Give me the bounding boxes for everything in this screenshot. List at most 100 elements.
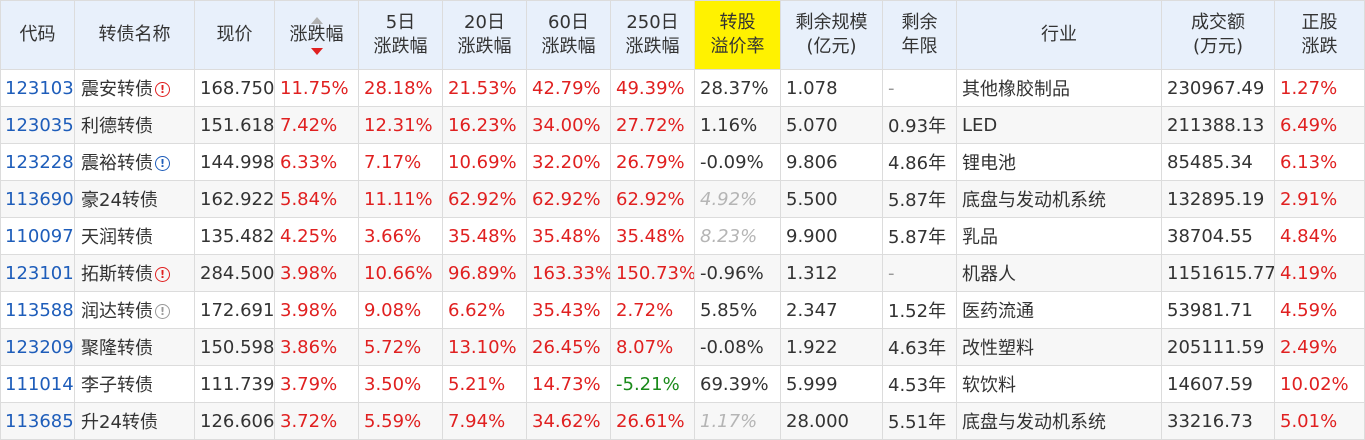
bond-code-link[interactable]: 110097: [0, 217, 75, 255]
premium-cell: 5.85%: [694, 291, 781, 329]
chg60-cell: 32.20%: [526, 143, 611, 181]
industry-cell: 锂电池: [956, 143, 1162, 181]
bond-name[interactable]: 震裕转债!: [74, 143, 195, 181]
header-chg20[interactable]: 20日 涨跌幅: [442, 0, 527, 70]
bond-name-text: 聚隆转债: [81, 338, 153, 359]
table-row[interactable]: 113685 升24转债 126.606 3.72% 5.59% 7.94% 34.62% 2…: [0, 402, 1365, 440]
sort-desc-icon: [310, 48, 323, 55]
chg5-cell: 3.66%: [358, 217, 443, 255]
bond-name[interactable]: 利德转债: [74, 106, 195, 144]
bond-code-link[interactable]: 123209: [0, 328, 75, 366]
table-row[interactable]: 111014 李子转债 111.739 3.79% 3.50% 5.21% 14.73% -5…: [0, 365, 1365, 403]
chg5-cell: 3.50%: [358, 365, 443, 403]
table-row[interactable]: 110097 天润转债 135.482 4.25% 3.66% 35.48% 35.48% 3…: [0, 217, 1365, 255]
header-name[interactable]: 转债名称: [74, 0, 195, 70]
turnover-cell: 85485.34: [1161, 143, 1275, 181]
sort-indicator: 涨跌幅: [279, 17, 354, 55]
header-stock-change[interactable]: 正股 涨跌: [1274, 0, 1365, 70]
table-row[interactable]: 123101 拓斯转债! 284.500 3.98% 10.66% 96.89% 163.3…: [0, 254, 1365, 292]
remain-years-cell: 4.53年: [882, 365, 957, 403]
turnover-cell: 211388.13: [1161, 106, 1275, 144]
remain-years-cell: 5.87年: [882, 180, 957, 218]
bond-name[interactable]: 润达转债!: [74, 291, 195, 329]
price-cell: 135.482: [194, 217, 275, 255]
info-alert-icon[interactable]: !: [155, 267, 170, 282]
header-industry[interactable]: 行业: [956, 0, 1162, 70]
info-alert-icon[interactable]: !: [155, 82, 170, 97]
table-row[interactable]: 113690 豪24转债 162.922 5.84% 11.11% 62.92% 62.92…: [0, 180, 1365, 218]
chg20-cell: 96.89%: [442, 254, 527, 292]
chg5-cell: 10.66%: [358, 254, 443, 292]
bond-code-link[interactable]: 123103: [0, 69, 75, 107]
bond-name[interactable]: 天润转债: [74, 217, 195, 255]
change-cell: 3.86%: [274, 328, 359, 366]
bond-name[interactable]: 豪24转债: [74, 180, 195, 218]
remain-scale-cell: 28.000: [780, 402, 883, 440]
bond-name-text: 豪24转债: [81, 190, 158, 211]
table-row[interactable]: 123228 震裕转债! 144.998 6.33% 7.17% 10.69% 32.20%…: [0, 143, 1365, 181]
bond-name[interactable]: 拓斯转债!: [74, 254, 195, 292]
bond-code-link[interactable]: 113588: [0, 291, 75, 329]
header-chg5[interactable]: 5日 涨跌幅: [358, 0, 443, 70]
header-change[interactable]: 涨跌幅: [274, 0, 359, 70]
header-premium[interactable]: 转股 溢价率: [694, 0, 781, 70]
chg60-cell: 26.45%: [526, 328, 611, 366]
bond-name[interactable]: 聚隆转债: [74, 328, 195, 366]
premium-cell: 1.16%: [694, 106, 781, 144]
bond-name[interactable]: 震安转债!: [74, 69, 195, 107]
table-row[interactable]: 123035 利德转债 151.618 7.42% 12.31% 16.23% 34.00%…: [0, 106, 1365, 144]
bond-name[interactable]: 升24转债: [74, 402, 195, 440]
chg60-cell: 62.92%: [526, 180, 611, 218]
price-cell: 144.998: [194, 143, 275, 181]
premium-cell: -0.96%: [694, 254, 781, 292]
remain-years-cell: 4.63年: [882, 328, 957, 366]
remain-scale-cell: 9.900: [780, 217, 883, 255]
header-turnover[interactable]: 成交额 (万元): [1161, 0, 1275, 70]
bond-code-link[interactable]: 123101: [0, 254, 75, 292]
chg60-cell: 34.00%: [526, 106, 611, 144]
premium-cell: -0.09%: [694, 143, 781, 181]
chg60-cell: 42.79%: [526, 69, 611, 107]
stock-change-cell: 2.49%: [1274, 328, 1365, 366]
bond-code-link[interactable]: 123035: [0, 106, 75, 144]
chg5-cell: 28.18%: [358, 69, 443, 107]
info-alert-icon[interactable]: !: [155, 156, 170, 171]
header-chg60[interactable]: 60日 涨跌幅: [526, 0, 611, 70]
industry-cell: 软饮料: [956, 365, 1162, 403]
chg250-cell: 26.79%: [610, 143, 695, 181]
remain-years-cell: 5.87年: [882, 217, 957, 255]
turnover-cell: 38704.55: [1161, 217, 1275, 255]
header-chg250[interactable]: 250日 涨跌幅: [610, 0, 695, 70]
info-alert-icon[interactable]: !: [155, 304, 170, 319]
header-remain-years[interactable]: 剩余 年限: [882, 0, 957, 70]
industry-cell: 医药流通: [956, 291, 1162, 329]
table-row[interactable]: 113588 润达转债! 172.691 3.98% 9.08% 6.62% 35.43% 2…: [0, 291, 1365, 329]
table-row[interactable]: 123103 震安转债! 168.750 11.75% 28.18% 21.53% 42.7…: [0, 69, 1365, 107]
bond-code-link[interactable]: 123228: [0, 143, 75, 181]
bond-code-link[interactable]: 111014: [0, 365, 75, 403]
header-code[interactable]: 代码: [0, 0, 75, 70]
remain-scale-cell: 9.806: [780, 143, 883, 181]
remain-scale-cell: 5.500: [780, 180, 883, 218]
bond-code-link[interactable]: 113685: [0, 402, 75, 440]
chg250-cell: -5.21%: [610, 365, 695, 403]
table-body: 123103 震安转债! 168.750 11.75% 28.18% 21.53% 42.7…: [0, 69, 1365, 440]
bond-code-link[interactable]: 113690: [0, 180, 75, 218]
remain-years-cell: 4.86年: [882, 143, 957, 181]
header-price[interactable]: 现价: [194, 0, 275, 70]
bond-name-text: 震安转债: [81, 79, 153, 100]
chg60-cell: 34.62%: [526, 402, 611, 440]
chg250-cell: 62.92%: [610, 180, 695, 218]
stock-change-cell: 4.19%: [1274, 254, 1365, 292]
price-cell: 150.598: [194, 328, 275, 366]
chg20-cell: 62.92%: [442, 180, 527, 218]
table-row[interactable]: 123209 聚隆转债 150.598 3.86% 5.72% 13.10% 26.45% 8…: [0, 328, 1365, 366]
chg5-cell: 5.59%: [358, 402, 443, 440]
change-cell: 3.79%: [274, 365, 359, 403]
industry-cell: 底盘与发动机系统: [956, 402, 1162, 440]
sort-asc-icon: [310, 17, 323, 24]
bond-name-text: 李子转债: [81, 375, 153, 396]
bond-name[interactable]: 李子转债: [74, 365, 195, 403]
chg250-cell: 26.61%: [610, 402, 695, 440]
header-remain-scale[interactable]: 剩余规模 (亿元): [780, 0, 883, 70]
